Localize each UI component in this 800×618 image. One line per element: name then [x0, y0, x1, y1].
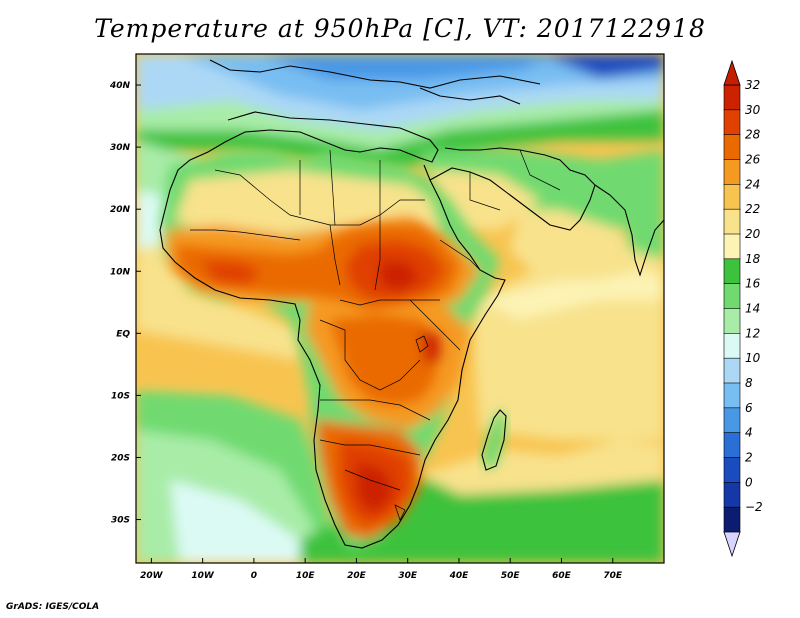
lat-tick-label: 10N [110, 267, 131, 277]
lon-tick-label: 40E [449, 571, 470, 581]
colorbar-label: 32 [745, 78, 760, 92]
colorbar-swatch [723, 84, 741, 111]
lat-tick-label: 40N [109, 81, 131, 91]
lon-tick-label: 50E [501, 571, 521, 581]
lon-tick-label: 20W [140, 571, 164, 581]
colorbar-over-arrow [723, 59, 741, 86]
colorbar-swatch [723, 109, 741, 136]
footer-credit: GrADS: IGES/COLA [6, 602, 100, 612]
lat-tick-label: 10S [111, 391, 130, 401]
colorbar-label: 4 [745, 426, 753, 440]
colorbar-under-arrow [723, 531, 741, 558]
colorbar-label: 2 [745, 451, 753, 465]
map-frame [135, 53, 665, 564]
colorbar-swatch [723, 159, 741, 186]
lon-tick-label: 20E [347, 571, 367, 581]
colorbar-label: 22 [745, 202, 760, 216]
colorbar-label: 12 [745, 326, 760, 340]
colorbar-label: 24 [745, 177, 760, 191]
lon-tick-label: 60E [552, 571, 572, 581]
colorbar-swatch [723, 506, 741, 533]
colorbar-swatch [723, 308, 741, 335]
lon-tick-label: 10E [296, 571, 316, 581]
colorbar-swatch [723, 432, 741, 459]
colorbar-label: −2 [745, 500, 763, 514]
temperature-field [136, 54, 664, 563]
lon-tick-label: 70E [603, 571, 623, 581]
colorbar-label: 30 [745, 103, 761, 117]
latitude-axis: 40N 30N 20N 10N EQ 10S 20S 30S [109, 81, 141, 526]
colorbar-swatch [723, 233, 741, 260]
colorbar-label: 20 [745, 227, 761, 241]
colorbar-swatch [723, 482, 741, 508]
lat-tick-label: 20S [111, 453, 130, 463]
lat-tick-label: 30S [111, 516, 130, 526]
colorbar-swatch [723, 382, 741, 409]
colorbar-swatch [723, 184, 741, 210]
colorbar-swatch [723, 258, 741, 285]
colorbar-label: 6 [745, 401, 753, 415]
map-title: Temperature at 950hPa [C], VT: 201712291… [94, 14, 706, 43]
coastlines [159, 59, 664, 549]
country-borders [190, 149, 561, 521]
colorbar-label: 28 [745, 128, 761, 142]
colorbar-label: 0 [745, 475, 753, 489]
colorbar-label: 26 [745, 153, 761, 167]
longitude-axis: 20W 10W 0 10E 20E 30E 40E 50E 60E 70E [140, 558, 623, 581]
colorbar-swatch [723, 208, 741, 235]
lon-tick-label: 10W [191, 571, 215, 581]
colorbar-swatch [723, 134, 741, 161]
colorbar-swatch [723, 283, 741, 310]
colorbar-swatch [723, 407, 741, 434]
lon-tick-label: 30E [398, 571, 418, 581]
colorbar-label: 10 [745, 351, 761, 365]
colorbar-label: 8 [745, 376, 753, 390]
colorbar-label: 16 [745, 277, 761, 291]
colorbar-swatch [723, 357, 741, 384]
lat-tick-label: EQ [116, 329, 130, 339]
lat-tick-label: 20N [110, 205, 131, 215]
colorbar-label: 18 [745, 252, 761, 266]
colorbar-swatch [723, 457, 741, 484]
lon-tick-label: 0 [251, 571, 257, 581]
colorbar-label: 14 [745, 302, 760, 316]
colorbar-swatch [723, 333, 741, 359]
lat-tick-label: 30N [110, 143, 131, 153]
